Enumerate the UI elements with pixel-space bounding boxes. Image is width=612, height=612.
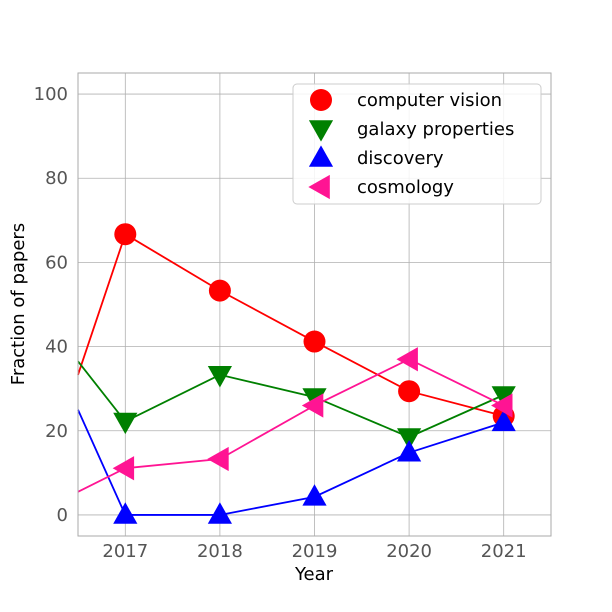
legend-label-2: discovery	[357, 148, 444, 169]
data-point-2-3	[397, 440, 422, 462]
legend-marker-2	[308, 145, 334, 167]
y-tick-label: 80	[45, 168, 68, 189]
y-tick-label: 0	[57, 505, 68, 526]
data-point-2-4	[491, 409, 516, 432]
x-axis-label: Year	[294, 564, 334, 585]
legend-marker-0	[310, 89, 332, 111]
y-tick-label: 100	[34, 84, 68, 105]
data-point-2-0	[113, 502, 138, 524]
data-point-0-2	[303, 330, 326, 353]
data-point-3-2	[301, 393, 324, 418]
x-tick-label: 2017	[102, 541, 148, 562]
series-lines	[77, 232, 505, 516]
data-point-0-0	[114, 223, 137, 246]
y-tick-label: 40	[45, 337, 68, 358]
x-tick-label: 2021	[481, 541, 527, 562]
data-point-1-4	[491, 386, 516, 408]
y-tick-labels: 0 20 40 60 80 100	[34, 84, 68, 526]
data-point-3-0	[112, 456, 135, 481]
data-point-3-4	[491, 393, 513, 418]
y-tick-label: 60	[45, 252, 68, 273]
series-line-2	[77, 409, 504, 516]
x-tick-labels: 2017 2018 2019 2020 2021	[102, 541, 526, 562]
legend-marker-3	[308, 174, 330, 200]
markers	[112, 223, 516, 524]
data-point-3-1	[207, 446, 229, 472]
legend-label-0: computer vision	[357, 90, 502, 111]
legend-marker-1	[308, 120, 334, 142]
series-line-0	[77, 232, 504, 417]
x-tick-label: 2018	[197, 541, 243, 562]
legend-label-3: cosmology	[357, 177, 454, 198]
legend-box	[292, 83, 542, 205]
y-tick-label: 20	[45, 421, 68, 442]
y-axis-label: Fraction of papers	[8, 223, 29, 385]
data-point-1-3	[397, 428, 422, 450]
series-line-1	[77, 360, 505, 439]
data-point-2-2	[302, 484, 327, 506]
data-point-3-3	[396, 347, 418, 372]
data-point-1-0	[113, 412, 138, 435]
legend: computer vision galaxy properties discover…	[292, 83, 542, 205]
data-point-2-1	[207, 502, 232, 524]
legend-label-1: galaxy properties	[357, 119, 514, 140]
data-point-1-1	[207, 365, 232, 388]
data-point-0-1	[208, 279, 231, 302]
data-point-0-3	[398, 380, 421, 403]
x-tick-label: 2020	[386, 541, 432, 562]
x-tick-label: 2019	[292, 541, 338, 562]
series-line-3	[77, 358, 505, 493]
plot-frame	[77, 72, 552, 537]
